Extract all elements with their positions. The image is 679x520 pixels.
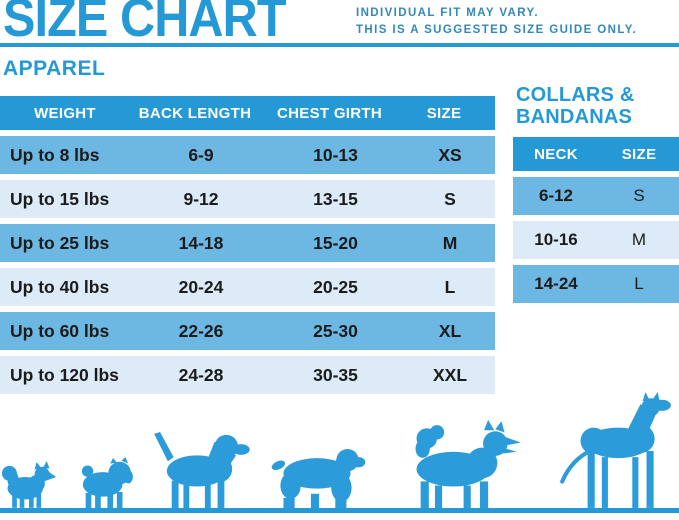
weight-cell: Up to 60 lbs: [10, 320, 110, 341]
chest-girth-cell: 25-30: [313, 320, 358, 341]
weight-cell: Up to 40 lbs: [10, 276, 110, 297]
collars-table-header: NECK SIZE: [513, 137, 679, 171]
disclaimer-line-2: THIS IS A SUGGESTED SIZE GUIDE ONLY.: [356, 24, 638, 36]
size-cell: XXL: [432, 364, 468, 385]
column-header-neck: NECK: [534, 145, 578, 163]
column-header-size: SIZE: [426, 104, 462, 122]
apparel-section-label: APPAREL: [3, 57, 106, 80]
apparel-row-l: Up to 40 lbs 20-24 20-25 L: [0, 268, 495, 306]
disclaimer-line-1: INDIVIDUAL FIT MAY VARY.: [356, 7, 539, 19]
weight-cell: Up to 15 lbs: [10, 188, 110, 209]
size-cell: S: [633, 186, 645, 205]
collars-row-s: 6-12 S: [513, 177, 679, 215]
spaniel-dog-icon: [271, 449, 366, 508]
weight-cell: Up to 25 lbs: [10, 232, 110, 253]
size-cell: L: [444, 276, 456, 297]
size-cell: S: [444, 188, 456, 209]
back-length-cell: 24-28: [178, 364, 224, 385]
column-header-size: SIZE: [621, 145, 657, 163]
great-dane-dog-icon: [560, 392, 671, 508]
size-cell: XS: [438, 144, 462, 165]
disclaimer-text: INDIVIDUAL FIT MAY VARY. THIS IS A SUGGE…: [356, 5, 637, 39]
back-length-cell: 20-24: [178, 276, 224, 297]
weight-cell: Up to 120 lbs: [10, 364, 119, 385]
neck-cell: 14-24: [534, 274, 578, 293]
apparel-row-s: Up to 15 lbs 9-12 13-15 S: [0, 180, 495, 218]
apparel-row-xl: Up to 60 lbs 22-26 25-30 XL: [0, 312, 495, 350]
collars-label-line-1: COLLARS &: [516, 84, 635, 106]
back-length-cell: 9-12: [183, 188, 219, 209]
apparel-row-xxl: Up to 120 lbs 24-28 30-35 XXL: [0, 356, 495, 394]
chest-girth-cell: 15-20: [313, 232, 358, 253]
collars-label-line-2: BANDANAS: [516, 106, 633, 128]
back-length-cell: 6-9: [188, 144, 214, 165]
apparel-row-xs: Up to 8 lbs 6-9 10-13 XS: [0, 136, 495, 174]
neck-cell: 6-12: [538, 186, 574, 205]
back-length-cell: 14-18: [178, 232, 224, 253]
column-header-weight: WEIGHT: [34, 104, 96, 122]
apparel-size-table: WEIGHT BACK LENGTH CHEST GIRTH SIZE Up t…: [0, 96, 495, 394]
apparel-table-header: WEIGHT BACK LENGTH CHEST GIRTH SIZE: [0, 96, 495, 130]
chest-girth-cell: 13-15: [313, 188, 358, 209]
collars-row-l: 14-24 L: [513, 265, 679, 303]
collars-size-table: NECK SIZE 6-12 S 10-16 M 14-24 L: [513, 137, 679, 303]
back-length-cell: 22-26: [178, 320, 224, 341]
beagle-dog-icon: [154, 431, 250, 508]
husky-dog-icon: [415, 420, 521, 508]
column-header-chest-girth: CHEST GIRTH: [277, 104, 382, 122]
header-underline: [0, 43, 679, 47]
weight-cell: Up to 8 lbs: [10, 144, 100, 165]
page-title: SIZE CHART: [3, 0, 287, 48]
neck-cell: 10-16: [534, 230, 578, 249]
chest-girth-cell: 20-25: [313, 276, 358, 297]
chest-girth-cell: 10-13: [313, 144, 358, 165]
apparel-row-m: Up to 25 lbs 14-18 15-20 M: [0, 224, 495, 262]
collars-section-label: COLLARS & BANDANAS: [516, 84, 634, 128]
collars-row-m: 10-16 M: [513, 221, 679, 259]
pug-dog-icon: [81, 457, 133, 508]
chest-girth-cell: 30-35: [313, 364, 358, 385]
size-cell: M: [442, 232, 458, 253]
size-cell: XL: [438, 320, 462, 341]
column-header-back-length: BACK LENGTH: [138, 104, 252, 122]
size-cell: L: [634, 274, 644, 293]
ground-line: [0, 508, 679, 513]
pomeranian-dog-icon: [1, 461, 57, 508]
size-cell: M: [631, 230, 647, 249]
